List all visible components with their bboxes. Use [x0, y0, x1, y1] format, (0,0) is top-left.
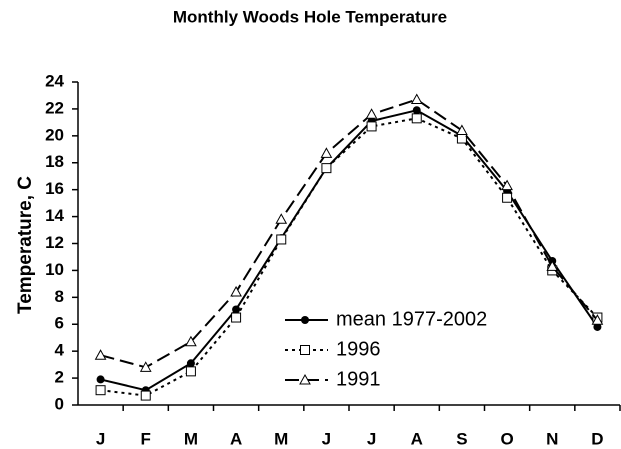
x-tick-label: J — [322, 429, 331, 448]
data-point — [96, 375, 105, 384]
y-tick-label: 6 — [55, 314, 64, 333]
data-point — [546, 260, 559, 271]
x-tick-label: A — [230, 429, 242, 448]
y-tick-label: 16 — [45, 179, 64, 198]
chart-title: Monthly Woods Hole Temperature — [173, 7, 447, 26]
data-point — [232, 305, 241, 314]
series-line — [100, 117, 599, 397]
legend-marker — [301, 316, 309, 324]
data-point — [94, 349, 107, 360]
legend-label: mean 1977-2002 — [336, 308, 487, 330]
data-point — [230, 285, 242, 297]
x-tick-label: N — [546, 429, 558, 448]
y-axis-label: Temperature, C — [15, 176, 36, 314]
data-point — [231, 312, 242, 323]
y-tick-label: 4 — [55, 341, 65, 360]
y-tick-label: 24 — [45, 71, 64, 90]
data-point — [501, 179, 513, 191]
y-tick-label: 0 — [55, 394, 64, 413]
x-tick-label: A — [411, 429, 423, 448]
data-point — [591, 314, 604, 325]
data-point — [186, 359, 195, 368]
x-tick-label: J — [367, 429, 376, 448]
legend-marker — [300, 345, 310, 355]
x-tick-label: F — [141, 429, 151, 448]
y-tick-label: 20 — [45, 125, 64, 144]
data-point — [140, 390, 151, 401]
data-point — [593, 322, 602, 331]
legend-label: 1991 — [336, 368, 381, 390]
data-point — [139, 361, 152, 372]
x-tick-label: M — [274, 429, 288, 448]
y-tick-label: 8 — [55, 287, 64, 306]
data-point — [456, 133, 467, 144]
y-tick-label: 14 — [45, 206, 64, 225]
series-line — [100, 98, 599, 369]
data-point — [320, 147, 333, 158]
y-tick-label: 22 — [45, 98, 64, 117]
data-point — [412, 106, 421, 115]
data-point — [410, 93, 423, 104]
data-point — [411, 113, 422, 124]
data-point — [365, 108, 378, 119]
y-tick-label: 18 — [45, 152, 64, 171]
legend-label: 1996 — [336, 338, 381, 360]
x-tick-label: S — [456, 429, 467, 448]
data-point — [321, 163, 332, 174]
x-tick-label: J — [96, 429, 105, 448]
series-line — [100, 109, 599, 392]
data-point — [95, 385, 106, 396]
data-point — [366, 121, 377, 132]
data-point — [456, 124, 468, 135]
y-tick-label: 2 — [55, 368, 64, 387]
x-tick-label: O — [500, 429, 513, 448]
data-point — [502, 192, 513, 203]
data-point — [185, 366, 196, 377]
data-point — [185, 335, 197, 347]
y-tick-label: 12 — [45, 233, 64, 252]
legend-marker — [299, 373, 311, 385]
y-tick-label: 10 — [45, 260, 64, 279]
x-tick-label: M — [184, 429, 198, 448]
data-point — [275, 213, 288, 224]
data-point — [276, 234, 287, 245]
x-tick-label: D — [591, 429, 603, 448]
